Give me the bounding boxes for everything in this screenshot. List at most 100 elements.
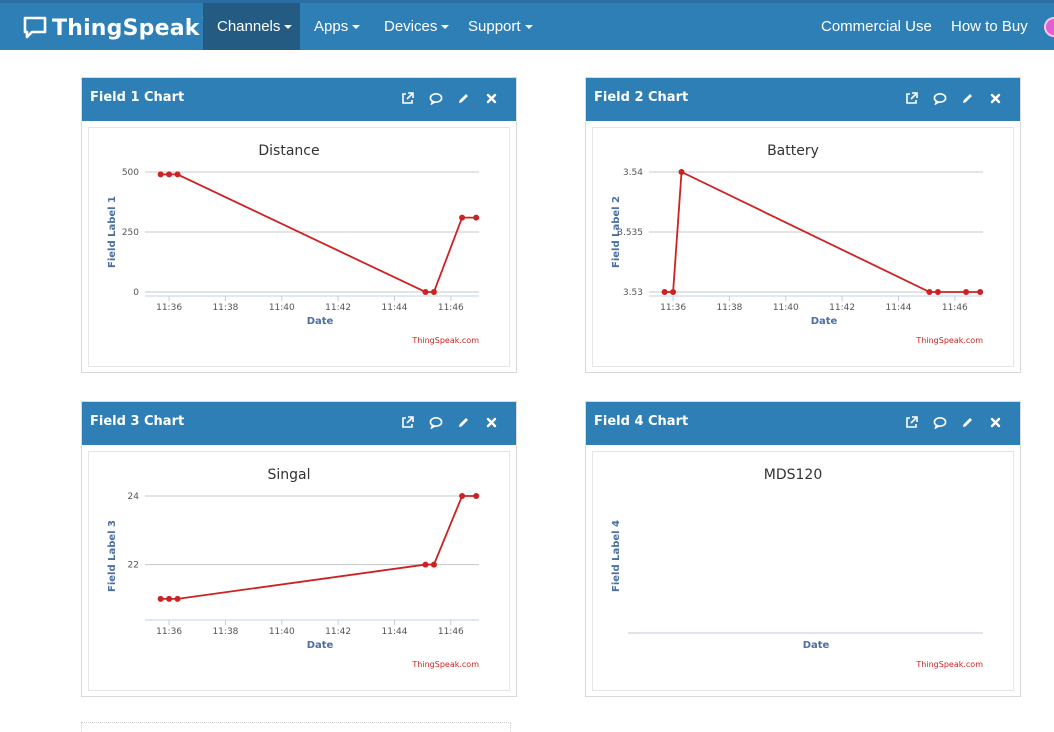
y-tick-label: 0 [133, 288, 139, 298]
panel-tools [399, 90, 500, 107]
data-point[interactable] [174, 595, 181, 602]
data-point[interactable] [473, 493, 480, 499]
pencil-icon[interactable] [959, 90, 976, 107]
brand-logo[interactable]: ThingSpeak ™ [22, 12, 212, 44]
y-tick-label: 3.54 [623, 168, 643, 178]
comment-icon[interactable] [427, 90, 444, 107]
close-icon[interactable] [483, 90, 500, 107]
caret-down-icon [524, 24, 533, 29]
close-icon[interactable] [987, 414, 1004, 431]
field-2-chart-panel: Field 2 Chart Battery Field Label 2 Date Th… [585, 77, 1021, 373]
x-tick-label: 11:36 [660, 303, 686, 313]
nav-channels[interactable]: Channels [203, 3, 300, 50]
nav-apps[interactable]: Apps [300, 3, 374, 50]
nav-how-to-buy[interactable]: How to Buy [937, 3, 1042, 50]
x-tick-label: 11:40 [773, 303, 799, 313]
panel-title: Field 1 Chart [90, 90, 185, 105]
data-point[interactable] [963, 289, 970, 295]
x-axis-label: Date [307, 640, 334, 651]
data-point[interactable] [661, 289, 668, 295]
data-point[interactable] [670, 289, 677, 295]
caret-down-icon [352, 24, 361, 29]
close-icon[interactable] [987, 90, 1004, 107]
x-axis-label: Date [307, 316, 334, 327]
next-panel-edge [81, 722, 511, 732]
x-tick-label: 11:36 [156, 627, 182, 637]
panel-tools [903, 90, 1004, 107]
chart-credit[interactable]: ThingSpeak.com [915, 336, 983, 345]
data-point[interactable] [473, 214, 480, 221]
data-point[interactable] [926, 289, 933, 295]
panel-title: Field 4 Chart [594, 414, 689, 429]
y-tick-label: 22 [128, 561, 139, 571]
data-point[interactable] [422, 289, 429, 295]
pencil-icon[interactable] [455, 90, 472, 107]
close-icon[interactable] [483, 414, 500, 431]
data-point[interactable] [157, 595, 164, 602]
y-axis-label: Field Label 4 [611, 520, 622, 592]
field-4-chart[interactable]: MDS120 Field Label 4 Date ThingSpeak.com [593, 452, 1013, 690]
comment-icon[interactable] [931, 90, 948, 107]
x-tick-label: 11:38 [212, 627, 238, 637]
top-navbar: ThingSpeak ™ Channels Apps Devices Suppo… [0, 0, 1054, 50]
external-link-icon[interactable] [903, 414, 920, 431]
data-point[interactable] [166, 171, 173, 178]
field-1-chart[interactable]: Distance Field Label 1 Date ThingSpeak.com 0… [89, 128, 509, 366]
chat-bubble-icon [23, 16, 47, 39]
x-tick-label: 11:46 [942, 303, 968, 313]
nav-apps-label: Apps [314, 18, 349, 35]
chart-container: MDS120 Field Label 4 Date ThingSpeak.com [592, 451, 1014, 691]
nav-commercial-use-label: Commercial Use [821, 18, 932, 35]
panel-title: Field 2 Chart [594, 90, 689, 105]
brand-name: ThingSpeak [52, 15, 200, 41]
x-tick-label: 11:36 [156, 303, 182, 313]
x-tick-label: 11:44 [382, 627, 408, 637]
data-point[interactable] [430, 561, 437, 568]
chart-credit[interactable]: ThingSpeak.com [411, 660, 479, 669]
data-point[interactable] [678, 169, 685, 175]
nav-how-to-buy-label: How to Buy [951, 18, 1028, 35]
y-axis-label: Field Label 2 [611, 196, 622, 268]
external-link-icon[interactable] [903, 90, 920, 107]
pencil-icon[interactable] [959, 414, 976, 431]
panel-header: Field 2 Chart [586, 78, 1020, 121]
nav-commercial-use[interactable]: Commercial Use [807, 3, 946, 50]
x-axis-label: Date [811, 316, 838, 327]
nav-devices[interactable]: Devices [370, 3, 463, 50]
data-point[interactable] [422, 561, 429, 568]
external-link-icon[interactable] [399, 414, 416, 431]
chart-credit[interactable]: ThingSpeak.com [915, 660, 983, 669]
panel-tools [903, 414, 1004, 431]
data-point[interactable] [174, 171, 181, 178]
x-tick-label: 11:42 [325, 627, 351, 637]
x-axis-label: Date [803, 640, 830, 651]
x-tick-label: 11:46 [438, 303, 464, 313]
chart-credit[interactable]: ThingSpeak.com [411, 336, 479, 345]
data-point[interactable] [166, 595, 173, 602]
data-point[interactable] [157, 171, 164, 178]
data-point[interactable] [459, 493, 466, 499]
panel-header: Field 4 Chart [586, 402, 1020, 445]
chart-title: MDS120 [764, 467, 822, 483]
field-3-chart[interactable]: Singal Field Label 3 Date ThingSpeak.com 22 2… [89, 452, 509, 690]
user-avatar[interactable] [1044, 17, 1054, 37]
data-point[interactable] [977, 289, 984, 295]
data-point[interactable] [430, 289, 437, 295]
chart-title: Distance [258, 143, 319, 159]
y-tick-label: 24 [128, 492, 140, 502]
comment-icon[interactable] [931, 414, 948, 431]
nav-devices-label: Devices [384, 18, 438, 35]
chart-container: Distance Field Label 1 Date ThingSpeak.com 0… [88, 127, 510, 367]
nav-support[interactable]: Support [454, 3, 547, 50]
series-line [160, 495, 477, 600]
panel-header: Field 1 Chart [82, 78, 516, 121]
y-tick-label: 3.53 [623, 288, 643, 298]
data-point[interactable] [934, 289, 941, 295]
pencil-icon[interactable] [455, 414, 472, 431]
x-tick-label: 11:38 [716, 303, 742, 313]
field-2-chart[interactable]: Battery Field Label 2 Date ThingSpeak.com 3.… [593, 128, 1013, 366]
data-point[interactable] [459, 214, 466, 221]
comment-icon[interactable] [427, 414, 444, 431]
y-axis-label: Field Label 3 [107, 520, 118, 592]
external-link-icon[interactable] [399, 90, 416, 107]
